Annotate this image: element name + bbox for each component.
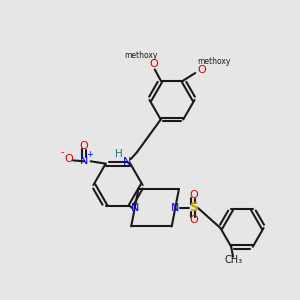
Text: N: N: [80, 156, 88, 166]
Text: O: O: [149, 59, 158, 69]
Text: methoxy: methoxy: [124, 50, 157, 59]
Text: O: O: [189, 190, 198, 200]
Text: H: H: [115, 149, 123, 159]
Text: N: N: [130, 203, 139, 213]
Text: N: N: [123, 157, 131, 167]
Text: S: S: [189, 201, 198, 214]
Text: CH₃: CH₃: [224, 255, 243, 265]
Text: O: O: [197, 65, 206, 75]
Text: -: -: [60, 147, 64, 157]
Text: +: +: [86, 150, 93, 159]
Text: methoxy: methoxy: [197, 56, 230, 65]
Text: N: N: [171, 203, 179, 213]
Text: O: O: [189, 215, 198, 225]
Text: O: O: [64, 154, 73, 164]
Text: O: O: [80, 141, 88, 151]
